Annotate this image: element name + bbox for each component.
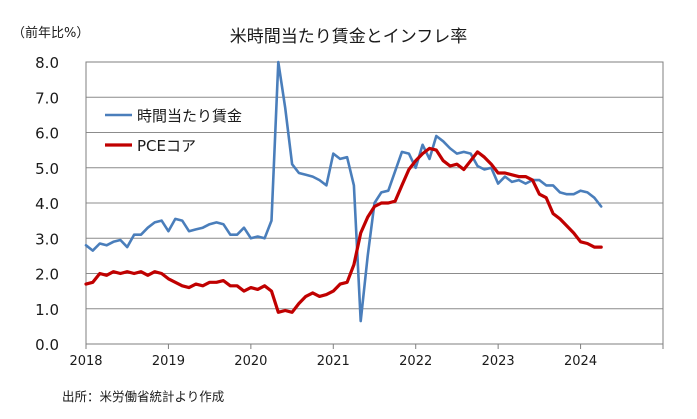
chart-title: 米時間当たり賃金とインフレ率	[229, 27, 468, 47]
legend-label: 時間当たり賃金	[137, 107, 242, 125]
x-tick-label: 2018	[69, 354, 102, 369]
x-axis-ticks: 2018 2019 2020 2021 2022 2023 2024	[69, 344, 664, 369]
source-note: 出所：米労働省統計より作成	[62, 389, 225, 404]
series-line-pce-core	[84, 146, 603, 314]
x-tick-label: 2022	[399, 354, 432, 369]
y-tick-label: 7.0	[35, 89, 59, 107]
y-axis-unit-label: （前年比%）	[12, 26, 90, 41]
series-lines	[84, 60, 603, 323]
y-tick-label: 3.0	[35, 230, 59, 248]
legend: 時間当たり賃金 PCEコア	[105, 107, 242, 155]
series-line-wages	[84, 60, 603, 323]
y-tick-label: 5.0	[35, 160, 59, 178]
y-tick-label: 0.0	[35, 336, 59, 354]
y-tick-label: 2.0	[35, 266, 59, 284]
x-tick-label: 2023	[482, 354, 515, 369]
y-tick-label: 4.0	[35, 195, 59, 213]
x-tick-label: 2021	[317, 354, 350, 369]
legend-label: PCEコア	[137, 137, 196, 155]
x-tick-label: 2020	[234, 354, 267, 369]
y-tick-label: 1.0	[35, 301, 59, 319]
y-tick-label: 8.0	[35, 54, 59, 72]
x-tick-label: 2024	[564, 354, 597, 369]
y-tick-label: 6.0	[35, 125, 59, 143]
y-axis-ticks: 0.0 1.0 2.0 3.0 4.0 5.0 6.0 7.0 8.0	[35, 54, 59, 354]
x-tick-label: 2019	[152, 354, 185, 369]
plot-area	[85, 61, 664, 345]
